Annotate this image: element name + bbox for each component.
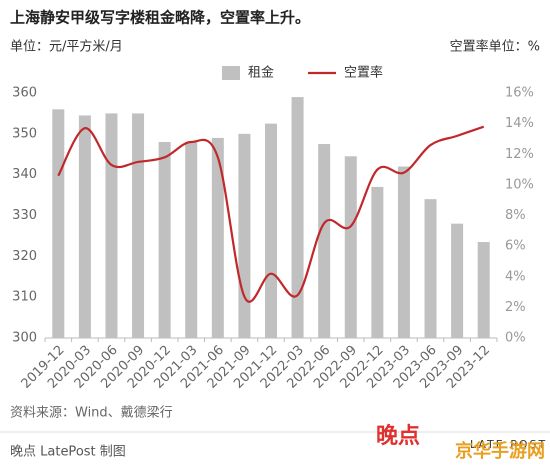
bar <box>158 142 171 338</box>
y2-tick-label: 6% <box>505 239 526 254</box>
bar <box>132 113 145 339</box>
y-tick-label: 320 <box>12 249 37 264</box>
bar <box>477 242 490 338</box>
y2-tick-label: 14% <box>505 116 534 131</box>
bar <box>265 123 277 338</box>
y2-tick-label: 0% <box>505 331 526 346</box>
legend-label: 租金 <box>248 65 274 81</box>
bar <box>78 115 91 338</box>
bar <box>344 156 357 338</box>
y2-tick-label: 8% <box>505 208 526 223</box>
chart-title: 上海静安甲级写字楼租金略降，空置率上升。 <box>10 9 310 27</box>
y2-tick-label: 4% <box>505 269 526 284</box>
y-tick-label: 360 <box>12 86 37 101</box>
bar <box>105 113 118 339</box>
watermark: 京华手游网 <box>455 440 545 462</box>
bar <box>185 142 198 338</box>
logo: 晚点 <box>376 423 420 449</box>
source: 资料来源：Wind、戴德梁行 <box>10 406 173 421</box>
bar <box>397 166 410 338</box>
y2-axis-label: 空置率单位：% <box>450 39 540 55</box>
y2-tick-label: 12% <box>505 147 534 162</box>
legend-label: 空置率 <box>344 65 383 81</box>
y-tick-label: 350 <box>12 126 37 141</box>
line <box>57 125 485 303</box>
y-tick-label: 330 <box>12 208 37 223</box>
bar <box>291 97 304 338</box>
y-tick-label: 340 <box>12 167 37 182</box>
y2-tick-label: 10% <box>505 177 534 192</box>
bar <box>318 144 331 338</box>
bar <box>451 223 464 338</box>
credit: 晚点 LatePost 制图 <box>10 445 126 460</box>
logo-sub: LATE POST <box>470 438 547 451</box>
bar <box>52 109 65 338</box>
y2-tick-label: 16% <box>505 86 534 101</box>
bar <box>211 137 224 338</box>
y-axis-label: 单位：元/平方米/月 <box>10 39 123 55</box>
y-tick-label: 310 <box>12 290 37 305</box>
y-tick-label: 300 <box>12 331 37 346</box>
bar <box>371 186 384 338</box>
y2-tick-label: 2% <box>505 300 526 315</box>
bar <box>424 199 437 338</box>
legend-swatch <box>222 66 240 80</box>
bar <box>238 133 251 338</box>
